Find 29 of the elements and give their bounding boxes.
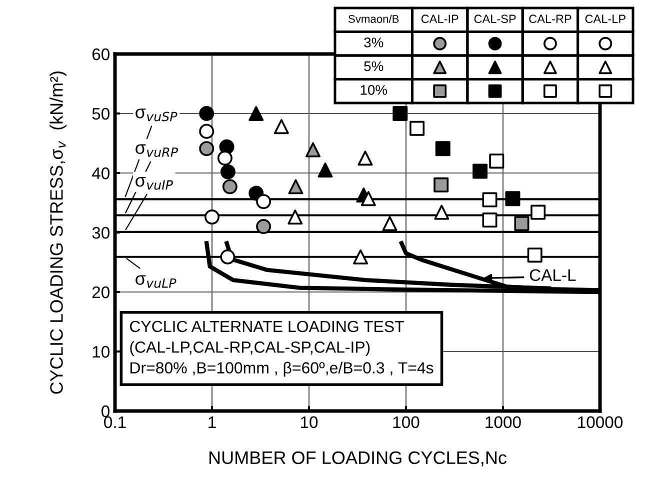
legend-label: σ$_{vuLP}$: [136, 275, 176, 288]
annotation: 5%: [364, 61, 384, 72]
annotation: 10%: [360, 85, 388, 95]
ref-line-label: σ$_{vuIP}$: [136, 177, 173, 190]
x-tick-label: 1000: [486, 416, 521, 428]
x-tick-label: 1: [208, 416, 216, 428]
y-tick-label: 10: [92, 346, 110, 358]
annotation: CYCLIC ALTERNATE LOADING TEST (CAL-LP,CAL-RP,CAL-SP,CAL-IP) Dr=80% ,B=100mm , β=60º,e/B=0.3 , T=4s: [130, 320, 434, 377]
y-axis-title: CYCLIC LOADING STRESS,σ$_{v}$ (kN/m²): [50, 72, 66, 394]
text: CAL-SP: [474, 14, 516, 24]
y-tick-label: 60: [92, 48, 110, 60]
y-tick-label: 50: [92, 108, 110, 120]
x-tick-label: 10000: [578, 416, 623, 428]
text: CAL-RP: [529, 14, 572, 24]
x-axis-title: NUMBER OF LOADING CYCLES,Nc: [210, 451, 507, 466]
x-tick-label: 10: [301, 416, 318, 428]
y-tick-label: 40: [92, 167, 110, 180]
ref-line-label: σ$_{vuRP}$: [136, 144, 178, 157]
ref-line-label: σ$_{vuSP}$: [136, 108, 178, 122]
x-tick-label: 0.1: [104, 416, 126, 428]
y-tick-label: 20: [92, 286, 110, 298]
text: CAL-LP: [585, 14, 626, 24]
x-tick-label: 100: [393, 416, 420, 428]
y-tick-label: 30: [92, 226, 110, 239]
y-tick-label: 0: [102, 405, 110, 418]
text: CAL-IP: [421, 14, 458, 24]
text: Svmaon/B: [348, 14, 399, 23]
text: 3%: [364, 38, 384, 48]
annotation: CAL-L: [530, 269, 576, 282]
